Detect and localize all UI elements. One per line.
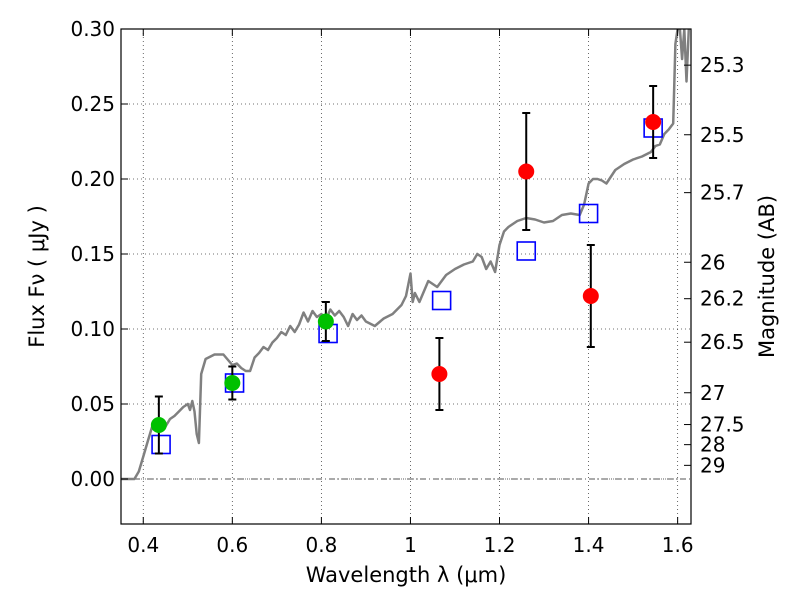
y-tick-label: 0.20 bbox=[70, 167, 115, 191]
y-tick-label: 0.30 bbox=[70, 17, 115, 41]
model-spectrum bbox=[121, 29, 691, 481]
y-tick-label: 0.10 bbox=[70, 317, 115, 341]
y-tick-label: 0.25 bbox=[70, 92, 115, 116]
right-tick-label: 25.7 bbox=[700, 181, 745, 205]
right-tick-label: 27.5 bbox=[700, 413, 745, 437]
y-axis-title: Flux Fν ( μJy ) bbox=[25, 205, 49, 348]
model-square bbox=[151, 434, 171, 455]
red-point bbox=[518, 163, 535, 180]
x-tick-label: 1.6 bbox=[662, 533, 694, 557]
red-point bbox=[645, 114, 662, 130]
right-tick-label: 26 bbox=[700, 250, 725, 274]
right-tick-label: 25.3 bbox=[700, 53, 745, 77]
right-tick-label: 27 bbox=[700, 381, 725, 405]
right-tick-label: 26.2 bbox=[700, 287, 745, 311]
y-tick-label: 0.15 bbox=[70, 242, 115, 266]
y-tick-label: 0.05 bbox=[70, 392, 115, 416]
right-tick-label: 28 bbox=[700, 433, 725, 457]
green-point bbox=[224, 375, 241, 391]
model-square bbox=[516, 241, 537, 261]
red-point bbox=[431, 366, 448, 382]
model-square bbox=[578, 203, 599, 224]
right-tick-label: 25.5 bbox=[700, 123, 745, 147]
axis-ticks: 0.4 0.6 0.8 1 1.2 1.4 1.6 0.00 0.05 0.10 0.15 0.20 0… bbox=[70, 17, 744, 557]
model-square bbox=[431, 290, 452, 311]
green-point bbox=[317, 313, 334, 330]
right-tick-label: 29 bbox=[700, 453, 725, 477]
x-axis-title: Wavelength λ (μm) bbox=[306, 563, 507, 587]
x-tick-label: 0.6 bbox=[216, 533, 248, 557]
y-tick-label: 0.00 bbox=[70, 467, 115, 491]
red-point bbox=[582, 288, 599, 304]
x-tick-label: 1 bbox=[404, 533, 417, 557]
right-axis-title: Magnitude (AB) bbox=[755, 195, 779, 358]
plot-frame bbox=[120, 28, 692, 525]
green-point bbox=[150, 417, 167, 433]
grid-lines bbox=[121, 28, 691, 524]
x-tick-label: 0.4 bbox=[127, 533, 159, 557]
detection-points bbox=[150, 85, 662, 455]
x-tick-label: 1.4 bbox=[573, 533, 605, 557]
x-tick-label: 1.2 bbox=[484, 533, 516, 557]
spectrum-line bbox=[121, 29, 691, 481]
x-tick-label: 0.8 bbox=[305, 533, 337, 557]
right-tick-label: 26.5 bbox=[700, 330, 745, 354]
